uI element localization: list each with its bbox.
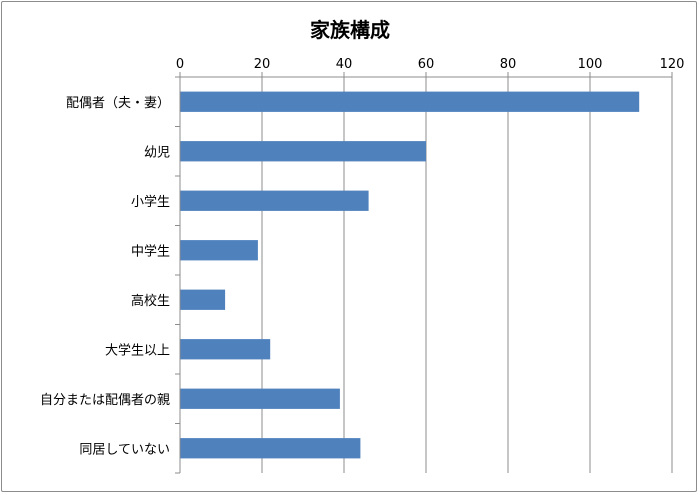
chart-title: 家族構成: [310, 18, 390, 42]
category-label: 小学生: [131, 194, 170, 210]
labels: 0 20 40 60 80 100 120 配偶者（夫・妻） 幼児小学生中学生高校生大学生以上自…: [40, 57, 684, 457]
category-label: 中学生: [131, 243, 170, 259]
x-tick-label: 0: [176, 57, 184, 72]
axes: [175, 72, 673, 474]
bar: [180, 388, 340, 409]
category-label: 配偶者（夫・妻）: [66, 96, 170, 111]
bar: [180, 438, 361, 459]
x-tick-label: 40: [336, 57, 353, 72]
bar: [180, 339, 271, 360]
x-tick-label: 60: [418, 57, 435, 72]
category-label: 幼児: [144, 145, 170, 160]
x-tick-label: 120: [660, 57, 685, 72]
x-tick-label: 20: [254, 57, 271, 72]
category-label: 高校生: [131, 293, 170, 309]
category-label: 自分または配偶者の親: [40, 393, 170, 408]
bar: [180, 190, 369, 211]
bar: [180, 240, 258, 261]
bar: [180, 289, 226, 310]
gridlines: [261, 77, 673, 473]
bars: [180, 91, 640, 459]
category-label: 同居していない: [79, 442, 170, 457]
category-label: 大学生以上: [105, 342, 170, 358]
x-tick-label: 100: [578, 57, 603, 72]
bar: [180, 141, 426, 162]
bar: [180, 91, 640, 112]
x-tick-label: 80: [500, 57, 517, 72]
